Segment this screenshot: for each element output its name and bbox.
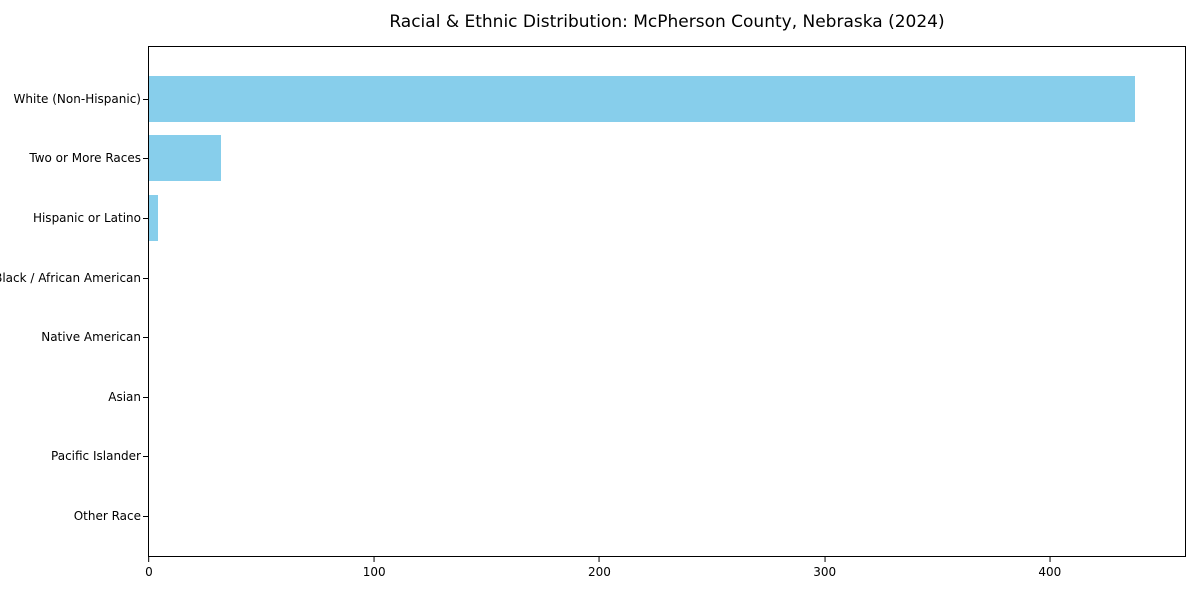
x-tick-mark — [148, 557, 150, 562]
x-tick-mark — [373, 557, 375, 562]
y-tick-mark — [143, 515, 148, 517]
bar-row: Pacific Islander — [51, 427, 1185, 487]
bar-row: Asian — [108, 367, 1185, 427]
x-axis-ticks: 0 100 200 300 400 — [145, 47, 1185, 579]
bar-row: Two or More Races — [29, 129, 1185, 189]
bar — [149, 135, 222, 182]
y-tick-label: Hispanic or Latino — [32, 210, 141, 225]
x-tick-label: 400 — [1038, 565, 1062, 579]
x-tick-label: 200 — [587, 565, 611, 579]
x-tick-label: 300 — [813, 565, 837, 579]
x-tick: 0 — [145, 556, 153, 579]
y-tick-label: Black / African American — [0, 270, 141, 285]
y-tick-label: Other Race — [73, 508, 141, 523]
x-tick-mark — [824, 557, 826, 562]
chart-title: Racial & Ethnic Distribution: McPherson … — [389, 12, 945, 32]
x-tick: 100 — [363, 556, 386, 579]
bars-rows: White (Non-Hispanic) Two or More Races His… — [0, 47, 1185, 556]
y-tick-label: White (Non-Hispanic) — [13, 91, 141, 106]
y-tick-mark — [143, 158, 148, 160]
y-tick-mark — [143, 98, 148, 100]
y-tick-mark — [143, 396, 148, 398]
y-tick-label: Native American — [41, 330, 141, 345]
bar — [149, 75, 1136, 122]
x-tick-label: 0 — [145, 565, 153, 579]
plot-area: White (Non-Hispanic) Two or More Races His… — [0, 46, 1186, 579]
bar-row: Black / African American — [0, 248, 1185, 308]
y-tick-label: Pacific Islander — [51, 449, 141, 464]
x-tick: 200 — [588, 556, 611, 579]
y-tick-mark — [143, 277, 148, 279]
x-tick-mark — [1049, 557, 1051, 562]
x-tick: 300 — [813, 556, 836, 579]
y-tick-mark — [143, 337, 148, 339]
y-tick-mark — [143, 217, 148, 219]
bar-row: Hispanic or Latino — [33, 188, 1185, 248]
x-tick-label: 100 — [362, 565, 386, 579]
bar-row: Native American — [41, 307, 1185, 367]
y-tick-label: Two or More Races — [29, 151, 141, 166]
bar-row: White (Non-Hispanic) — [14, 69, 1185, 129]
y-tick-label: Asian — [108, 389, 141, 404]
y-tick-mark — [143, 456, 148, 458]
bar — [149, 194, 158, 241]
x-tick: 400 — [1038, 556, 1061, 579]
bar-row: Other Race — [74, 486, 1185, 546]
x-tick-mark — [598, 557, 600, 562]
